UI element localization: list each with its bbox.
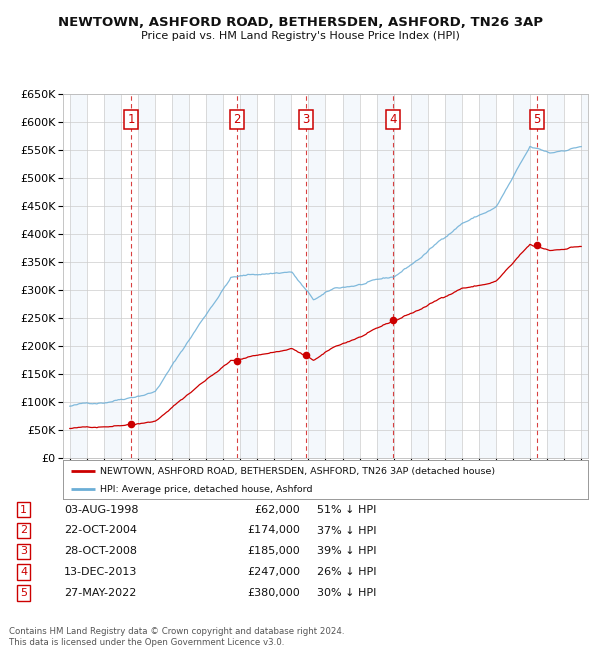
Bar	[138, 94, 155, 458]
Text: HPI: Average price, detached house, Ashford: HPI: Average price, detached house, Ashf…	[100, 485, 312, 494]
Bar	[445, 94, 462, 458]
Bar	[377, 94, 394, 458]
Text: Contains HM Land Registry data © Crown copyright and database right 2024.: Contains HM Land Registry data © Crown c…	[9, 627, 344, 636]
Text: 1: 1	[20, 504, 27, 515]
Text: 39% ↓ HPI: 39% ↓ HPI	[317, 546, 377, 556]
Text: 30% ↓ HPI: 30% ↓ HPI	[317, 588, 377, 598]
Text: 51% ↓ HPI: 51% ↓ HPI	[317, 504, 377, 515]
Text: 4: 4	[389, 113, 397, 126]
Bar	[70, 94, 87, 458]
Text: 4: 4	[20, 567, 27, 577]
Text: 1: 1	[127, 113, 135, 126]
Text: £62,000: £62,000	[254, 504, 300, 515]
Bar	[411, 94, 428, 458]
Text: £185,000: £185,000	[247, 546, 300, 556]
Text: 3: 3	[20, 546, 27, 556]
Text: 2: 2	[20, 525, 27, 536]
Text: 37% ↓ HPI: 37% ↓ HPI	[317, 525, 377, 536]
Bar	[581, 94, 598, 458]
Text: £247,000: £247,000	[247, 567, 300, 577]
Text: 03-AUG-1998: 03-AUG-1998	[64, 504, 139, 515]
Text: 28-OCT-2008: 28-OCT-2008	[64, 546, 137, 556]
Bar	[479, 94, 496, 458]
Bar	[513, 94, 530, 458]
Bar	[206, 94, 223, 458]
Text: £174,000: £174,000	[247, 525, 300, 536]
Text: 3: 3	[302, 113, 309, 126]
Text: Price paid vs. HM Land Registry's House Price Index (HPI): Price paid vs. HM Land Registry's House …	[140, 31, 460, 41]
Text: 5: 5	[20, 588, 27, 598]
Text: This data is licensed under the Open Government Licence v3.0.: This data is licensed under the Open Gov…	[9, 638, 284, 647]
Text: 13-DEC-2013: 13-DEC-2013	[64, 567, 137, 577]
Text: 2: 2	[233, 113, 241, 126]
Text: 22-OCT-2004: 22-OCT-2004	[64, 525, 137, 536]
Bar	[240, 94, 257, 458]
Text: £380,000: £380,000	[247, 588, 300, 598]
Bar	[308, 94, 325, 458]
Text: 27-MAY-2022: 27-MAY-2022	[64, 588, 137, 598]
Text: 5: 5	[533, 113, 541, 126]
Bar	[343, 94, 359, 458]
Text: NEWTOWN, ASHFORD ROAD, BETHERSDEN, ASHFORD, TN26 3AP (detached house): NEWTOWN, ASHFORD ROAD, BETHERSDEN, ASHFO…	[100, 467, 495, 476]
Text: 26% ↓ HPI: 26% ↓ HPI	[317, 567, 377, 577]
Bar	[104, 94, 121, 458]
Text: NEWTOWN, ASHFORD ROAD, BETHERSDEN, ASHFORD, TN26 3AP: NEWTOWN, ASHFORD ROAD, BETHERSDEN, ASHFO…	[58, 16, 542, 29]
Bar	[547, 94, 564, 458]
Bar	[274, 94, 292, 458]
Bar	[172, 94, 189, 458]
